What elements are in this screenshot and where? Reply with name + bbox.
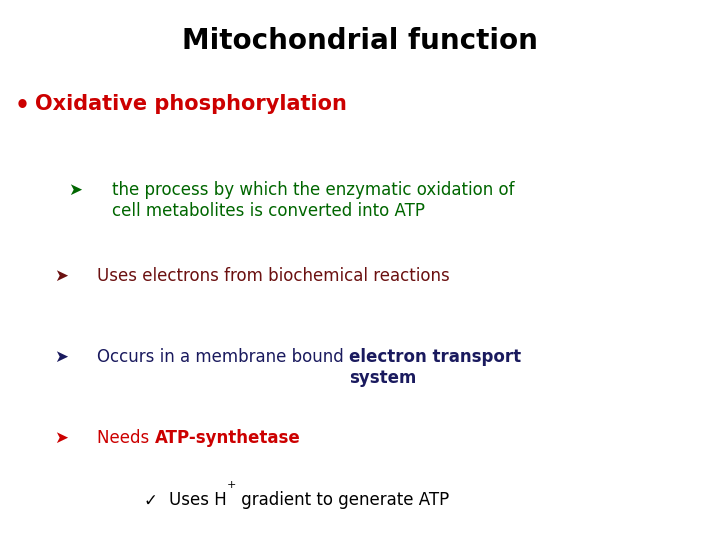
- Text: ➤: ➤: [54, 429, 68, 447]
- Text: +: +: [227, 480, 236, 490]
- Text: electron transport
system: electron transport system: [349, 348, 521, 387]
- Text: gradient to generate ATP: gradient to generate ATP: [236, 491, 449, 509]
- Text: ✓: ✓: [144, 491, 158, 509]
- Text: •: •: [14, 94, 30, 118]
- Text: ➤: ➤: [54, 267, 68, 285]
- Text: Uses electrons from biochemical reactions: Uses electrons from biochemical reaction…: [97, 267, 450, 285]
- Text: ➤: ➤: [54, 348, 68, 366]
- Text: Oxidative phosphorylation: Oxidative phosphorylation: [35, 94, 346, 114]
- Text: Uses H: Uses H: [169, 491, 227, 509]
- Text: ➤: ➤: [68, 181, 82, 199]
- Text: Mitochondrial function: Mitochondrial function: [182, 27, 538, 55]
- Text: Needs: Needs: [97, 429, 155, 447]
- Text: ATP-synthetase: ATP-synthetase: [155, 429, 300, 447]
- Text: Occurs in a membrane bound: Occurs in a membrane bound: [97, 348, 349, 366]
- Text: the process by which the enzymatic oxidation of
cell metabolites is converted in: the process by which the enzymatic oxida…: [112, 181, 514, 220]
